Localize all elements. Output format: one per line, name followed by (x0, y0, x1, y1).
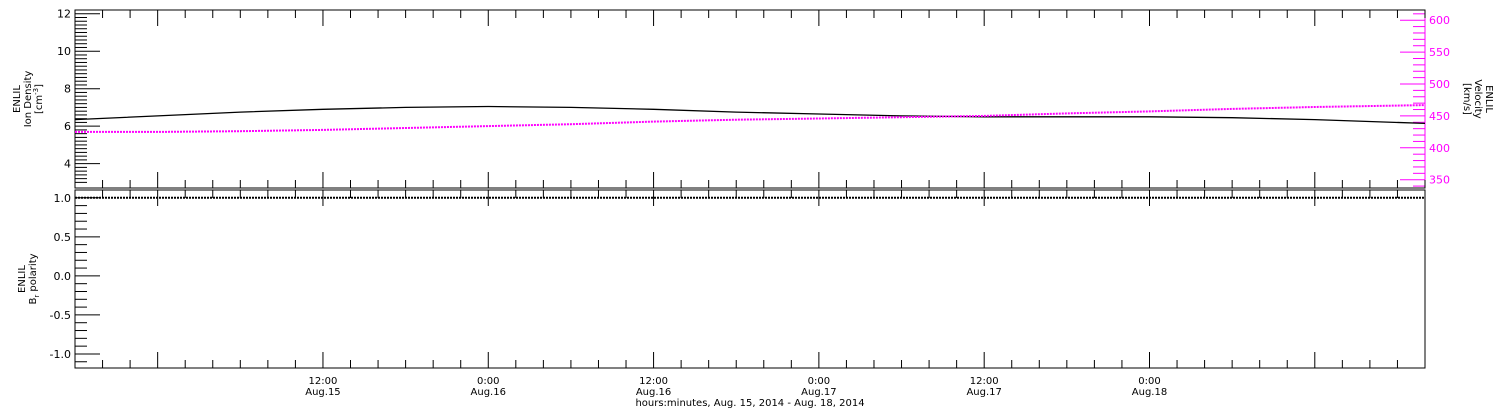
br-polarity-panel: 1.0 0.5 0.0 -0.5 -1.0 ENLILBr polarity (17, 189, 1426, 369)
x-tick-time-label: 0:00 (1138, 376, 1160, 387)
density-tick-label: 10 (57, 45, 71, 58)
velocity-tick-label: 350 (1429, 174, 1450, 187)
velocity-tick-label: 550 (1429, 46, 1450, 59)
label-line: ENLIL (1483, 85, 1494, 113)
density-tick-label: 6 (64, 120, 71, 133)
label-line: ENLIL (12, 85, 23, 113)
label-line: [km/s] (1461, 83, 1472, 115)
x-tick-time-label: 12:00 (639, 376, 668, 387)
density-axis-label: ENLILIon Density[cm-3] (12, 71, 45, 128)
x-tick-time-label: 12:00 (970, 376, 999, 387)
label-superscript: -3 (32, 88, 40, 95)
velocity-tick-label: 450 (1429, 110, 1450, 123)
x-tick-date-label: Aug.18 (1132, 387, 1167, 398)
x-tick-time-label: 12:00 (309, 376, 338, 387)
top-panel-frame (74, 9, 1426, 189)
label-subscript: r (33, 295, 41, 298)
velocity-tick-label: 500 (1429, 78, 1450, 91)
density-tick-label: 8 (64, 83, 71, 96)
x-axis-title: hours:minutes, Aug. 15, 2014 - Aug. 18, … (635, 398, 864, 409)
label-line: Ion Density (23, 71, 34, 128)
x-tick-date-label: Aug.16 (471, 387, 506, 398)
polarity-tick-label: 1.0 (54, 192, 72, 205)
polarity-tick-label: 0.0 (54, 270, 72, 283)
label-line: ] (34, 84, 45, 88)
polarity-axis-label: ENLILBr polarity (17, 253, 41, 304)
x-tick-time-label: 0:00 (477, 376, 499, 387)
x-tick-date-label: Aug.17 (966, 387, 1001, 398)
x-tick-date-label: Aug.16 (636, 387, 671, 398)
density-series-line (74, 105, 1426, 125)
label-line: Velocity (1472, 79, 1483, 118)
label-line: [cm (34, 95, 45, 114)
velocity-tick-label: 400 (1429, 142, 1450, 155)
x-tick-time-label: 0:00 (808, 376, 830, 387)
x-tick-date-label: Aug.15 (305, 387, 340, 398)
velocity-series-line (75, 104, 1426, 133)
label-line: ENLIL (17, 265, 28, 293)
label-line: polarity (28, 253, 39, 294)
label-line: B (28, 298, 39, 305)
polarity-tick-label: 0.5 (54, 231, 72, 244)
bottom-panel-frame (74, 189, 1426, 369)
polarity-tick-label: -1.0 (50, 348, 71, 361)
density-tick-label: 12 (57, 8, 71, 21)
x-tick-date-label: Aug.17 (801, 387, 836, 398)
polarity-tick-label: -0.5 (50, 309, 71, 322)
velocity-axis-label: ENLILVelocity[km/s] (1461, 79, 1494, 118)
time-axis: 12:00Aug.150:00Aug.1612:00Aug.160:00Aug.… (305, 376, 1167, 398)
velocity-tick-label: 600 (1429, 14, 1450, 27)
density-tick-label: 4 (64, 158, 71, 171)
